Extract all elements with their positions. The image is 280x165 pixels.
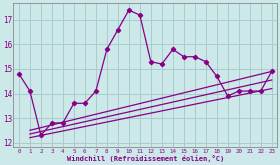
X-axis label: Windchill (Refroidissement éolien,°C): Windchill (Refroidissement éolien,°C) [67, 155, 224, 162]
